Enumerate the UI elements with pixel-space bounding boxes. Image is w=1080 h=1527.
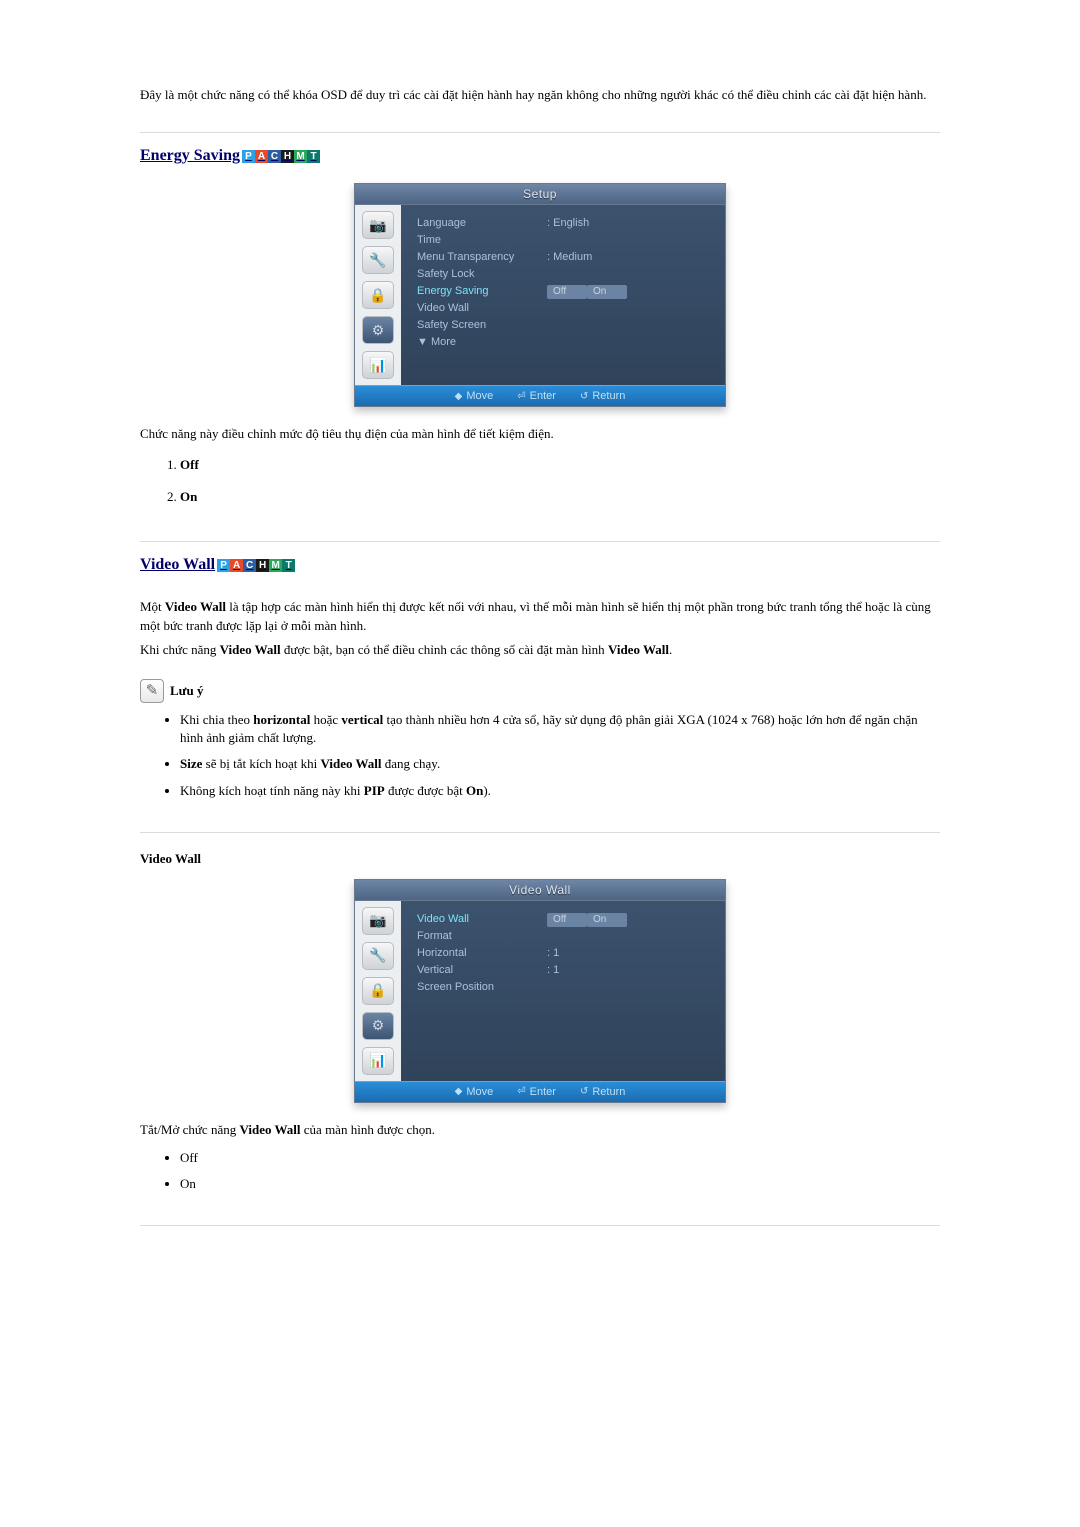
osd-menu-value: : English (547, 215, 709, 232)
osd-menu-row[interactable]: Format (417, 928, 709, 945)
osd-nav-icon[interactable]: 🔒 (362, 977, 394, 1005)
osd-nav-icon[interactable]: 📷 (362, 211, 394, 239)
osd-menu-label: Energy Saving (417, 283, 547, 300)
video-wall-desc2: Tắt/Mở chức năng Video Wall của màn hình… (140, 1121, 940, 1139)
badge-p: P (242, 150, 255, 163)
divider (140, 1225, 940, 1226)
osd-menu-label: Screen Position (417, 979, 547, 996)
osd-menu-value (547, 317, 709, 334)
osd-menu-label: Video Wall (417, 911, 547, 928)
notes-list: Khi chia theo horizontal hoặc vertical t… (180, 707, 940, 804)
note-title: Lưu ý (170, 683, 203, 699)
note-icon: ✎ (140, 679, 164, 703)
osd-menu-row[interactable]: Time (417, 232, 709, 249)
osd-menu-value: OffOn (547, 283, 709, 300)
badge-h: H (281, 150, 294, 163)
list-item: On (180, 481, 940, 513)
list-item: Off (180, 449, 940, 481)
osd-footer: ◆Move⏎Enter↺Return (355, 1081, 725, 1102)
osd-footer: ◆Move⏎Enter↺Return (355, 385, 725, 406)
osd-menu-label: Safety Lock (417, 266, 547, 283)
osd-nav-icon[interactable]: 📊 (362, 1047, 394, 1075)
divider (140, 541, 940, 542)
list-item: Size sẽ bị tắt kích hoạt khi Video Wall … (180, 751, 940, 777)
osd-nav-icon[interactable]: 📷 (362, 907, 394, 935)
badge-c: C (243, 559, 256, 572)
osd-menu-value (547, 928, 709, 945)
osd-nav-icon[interactable]: 🔒 (362, 281, 394, 309)
energy-saving-title: Energy Saving (140, 147, 240, 165)
badge-m: M (269, 559, 282, 572)
list-item: On (180, 1171, 940, 1197)
osd-panel: Setup 📷 🔧 🔒 ⚙ 📊 Language: EnglishTimeMenu Tran… (354, 183, 726, 407)
osd-nav-icon[interactable]: 🔧 (362, 246, 394, 274)
osd-menu-row[interactable]: Language: English (417, 215, 709, 232)
divider (140, 832, 940, 833)
osd-title: Video Wall (355, 880, 725, 901)
osd-menu-row[interactable]: Safety Lock (417, 266, 709, 283)
osd-menu-label: Horizontal (417, 945, 547, 962)
osd-menu-label: Video Wall (417, 300, 547, 317)
osd-menu-row[interactable]: Safety Screen (417, 317, 709, 334)
osd-menu-label: Menu Transparency (417, 249, 547, 266)
osd-menu-label: ▼ More (417, 334, 547, 351)
energy-desc: Chức năng này điều chỉnh mức độ tiêu thụ… (140, 425, 940, 443)
osd-menu-row[interactable]: Video WallOffOn (417, 911, 709, 928)
osd-menu-row[interactable]: Menu Transparency: Medium (417, 249, 709, 266)
osd-menu-label: Safety Screen (417, 317, 547, 334)
list-item: Off (180, 1145, 940, 1171)
osd-menu-row[interactable]: Energy SavingOffOn (417, 283, 709, 300)
list-item: Khi chia theo horizontal hoặc vertical t… (180, 707, 940, 751)
osd-menu-label: Format (417, 928, 547, 945)
osd-menu-value: : 1 (547, 945, 709, 962)
osd-nav-icon[interactable]: ⚙ (362, 1012, 394, 1040)
energy-options-list: OffOn (180, 449, 940, 513)
badge-a: A (255, 150, 268, 163)
video-wall-title: Video Wall (140, 556, 215, 574)
energy-saving-heading: Energy Saving PACHMT (140, 147, 320, 165)
badge-t: T (307, 150, 320, 163)
osd-menu-row[interactable]: Vertical: 1 (417, 962, 709, 979)
badge-a: A (230, 559, 243, 572)
osd-panel: Video Wall📷🔧🔒⚙📊Video WallOffOnFormatHori… (354, 879, 726, 1103)
video-wall-para2: Khi chức năng Video Wall được bật, bạn c… (140, 641, 940, 659)
badge-t: T (282, 559, 295, 572)
video-wall-heading: Video Wall PACHMT (140, 556, 295, 574)
osd-nav-icon[interactable]: 📊 (362, 351, 394, 379)
osd-menu-value: : 1 (547, 962, 709, 979)
osd-menu-row[interactable]: Horizontal: 1 (417, 945, 709, 962)
badge-h: H (256, 559, 269, 572)
osd-nav-icon[interactable]: ⚙ (362, 316, 394, 344)
osd-menu-value: OffOn (547, 911, 709, 928)
intro-text: Đây là một chức năng có thể khóa OSD để … (140, 86, 940, 104)
badge-c: C (268, 150, 281, 163)
osd-menu-row[interactable]: ▼ More (417, 334, 709, 351)
osd-menu-label: Vertical (417, 962, 547, 979)
divider (140, 132, 940, 133)
osd-menu-label: Time (417, 232, 547, 249)
osd-menu-row[interactable]: Video Wall (417, 300, 709, 317)
video-wall-options-list: OffOn (180, 1145, 940, 1197)
note-heading: ✎ Lưu ý (140, 679, 940, 703)
badge-p: P (217, 559, 230, 572)
osd-menu-label: Language (417, 215, 547, 232)
osd-menu-value: : Medium (547, 249, 709, 266)
list-item: Không kích hoạt tính năng này khi PIP đư… (180, 778, 940, 804)
video-wall-para1: Một Video Wall là tập hợp các màn hình h… (140, 598, 940, 634)
osd-menu-value (547, 232, 709, 249)
osd-menu-row[interactable]: Screen Position (417, 979, 709, 996)
osd-nav-icon[interactable]: 🔧 (362, 942, 394, 970)
video-wall-subheading: Video Wall (140, 851, 940, 867)
osd-menu-value (547, 266, 709, 283)
osd-menu-value (547, 979, 709, 996)
osd-menu-value (547, 300, 709, 317)
osd-title: Setup (355, 184, 725, 205)
badge-m: M (294, 150, 307, 163)
osd-menu-value (547, 334, 709, 351)
